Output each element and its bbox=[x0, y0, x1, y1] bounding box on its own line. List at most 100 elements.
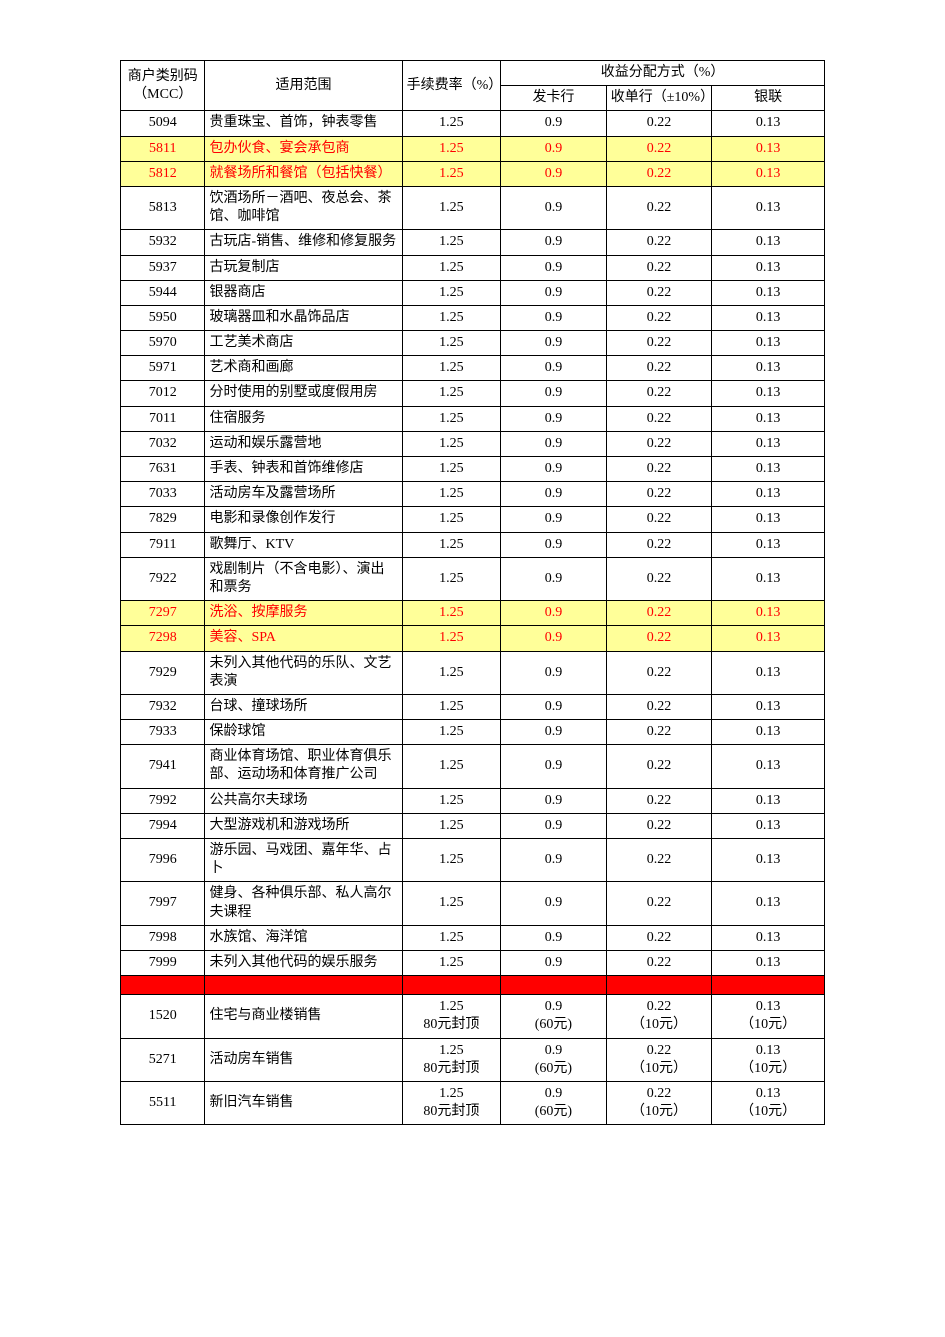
cell-acquirer-line1: 0.22 bbox=[611, 998, 708, 1016]
cell-issuer: 0.9 bbox=[501, 230, 607, 255]
cell-rate: 1.25 bbox=[402, 651, 501, 694]
cell-issuer: 0.9 bbox=[501, 925, 607, 950]
cell-rate: 1.25 bbox=[402, 882, 501, 925]
cell-desc: 未列入其他代码的乐队、文艺表演 bbox=[205, 651, 402, 694]
cell-acquirer: 0.22 bbox=[606, 532, 712, 557]
cell-issuer: 0.9 bbox=[501, 694, 607, 719]
cell-unionpay-line1: 0.13 bbox=[716, 1042, 820, 1060]
table-row: 5950玻璃器皿和水晶饰品店1.250.90.220.13 bbox=[121, 305, 825, 330]
cell-issuer: 0.9 bbox=[501, 813, 607, 838]
cell-desc: 台球、撞球场所 bbox=[205, 694, 402, 719]
cell-rate: 1.25 bbox=[402, 230, 501, 255]
divider-cell bbox=[402, 976, 501, 995]
table-row: 7011住宿服务1.250.90.220.13 bbox=[121, 406, 825, 431]
cell-code: 5511 bbox=[121, 1081, 205, 1124]
cell-desc: 公共高尔夫球场 bbox=[205, 788, 402, 813]
col-mcc: 商户类别码（MCC） bbox=[121, 61, 205, 111]
cell-unionpay: 0.13 bbox=[712, 882, 825, 925]
divider-cell bbox=[712, 976, 825, 995]
cell-acquirer: 0.22（10元） bbox=[606, 1038, 712, 1081]
cell-code: 7999 bbox=[121, 950, 205, 975]
cell-issuer: 0.9 bbox=[501, 406, 607, 431]
cell-acquirer: 0.22 bbox=[606, 601, 712, 626]
cell-rate-line1: 1.25 bbox=[407, 1042, 497, 1060]
cell-rate: 1.25 bbox=[402, 406, 501, 431]
divider-cell bbox=[606, 976, 712, 995]
cell-rate: 1.25 bbox=[402, 482, 501, 507]
cell-acquirer: 0.22 bbox=[606, 507, 712, 532]
cell-rate-line2: 80元封顶 bbox=[407, 1016, 497, 1034]
cell-rate: 1.25 bbox=[402, 457, 501, 482]
cell-unionpay: 0.13 bbox=[712, 406, 825, 431]
table-row: 5811包办伙食、宴会承包商1.250.90.220.13 bbox=[121, 136, 825, 161]
cell-rate: 1.25 bbox=[402, 720, 501, 745]
cell-code: 7929 bbox=[121, 651, 205, 694]
cell-issuer: 0.9 bbox=[501, 882, 607, 925]
cell-code: 5944 bbox=[121, 280, 205, 305]
cell-code: 7996 bbox=[121, 839, 205, 882]
cell-unionpay: 0.13（10元） bbox=[712, 1081, 825, 1124]
cell-issuer: 0.9 bbox=[501, 651, 607, 694]
cell-acquirer: 0.22 bbox=[606, 431, 712, 456]
cell-desc: 住宅与商业楼销售 bbox=[205, 995, 402, 1038]
cell-rate: 1.25 bbox=[402, 532, 501, 557]
cell-rate: 1.25 bbox=[402, 557, 501, 600]
cell-acquirer: 0.22 bbox=[606, 882, 712, 925]
cell-unionpay: 0.13 bbox=[712, 431, 825, 456]
cell-desc: 大型游戏机和游戏场所 bbox=[205, 813, 402, 838]
cell-desc: 饮酒场所－酒吧、夜总会、茶馆、咖啡馆 bbox=[205, 186, 402, 229]
cell-unionpay: 0.13 bbox=[712, 557, 825, 600]
cell-unionpay-line2: （10元） bbox=[716, 1060, 820, 1078]
cell-code: 7631 bbox=[121, 457, 205, 482]
cell-acquirer: 0.22 bbox=[606, 230, 712, 255]
table-row: 7996游乐园、马戏团、嘉年华、占卜1.250.90.220.13 bbox=[121, 839, 825, 882]
cell-issuer: 0.9 bbox=[501, 381, 607, 406]
table-row: 7999未列入其他代码的娱乐服务1.250.90.220.13 bbox=[121, 950, 825, 975]
cell-issuer: 0.9 bbox=[501, 161, 607, 186]
cell-issuer: 0.9 bbox=[501, 186, 607, 229]
cell-rate-line1: 1.25 bbox=[407, 998, 497, 1016]
cell-acquirer: 0.22 bbox=[606, 111, 712, 136]
cell-issuer: 0.9 bbox=[501, 431, 607, 456]
table-row: 7298美容、SPA1.250.90.220.13 bbox=[121, 626, 825, 651]
cell-unionpay: 0.13 bbox=[712, 111, 825, 136]
cell-issuer-line2: (60元) bbox=[505, 1016, 602, 1034]
table-row: 7033活动房车及露营场所1.250.90.220.13 bbox=[121, 482, 825, 507]
cell-desc: 工艺美术商店 bbox=[205, 331, 402, 356]
cell-code: 7033 bbox=[121, 482, 205, 507]
cell-desc: 艺术商和画廊 bbox=[205, 356, 402, 381]
cell-unionpay: 0.13 bbox=[712, 950, 825, 975]
cell-desc: 活动房车销售 bbox=[205, 1038, 402, 1081]
cell-rate: 1.25 bbox=[402, 111, 501, 136]
cell-desc: 洗浴、按摩服务 bbox=[205, 601, 402, 626]
table-row: 7631手表、钟表和首饰维修店1.250.90.220.13 bbox=[121, 457, 825, 482]
cell-code: 7998 bbox=[121, 925, 205, 950]
table-row: 5970工艺美术商店1.250.90.220.13 bbox=[121, 331, 825, 356]
mcc-fee-table: 商户类别码（MCC） 适用范围 手续费率（%） 收益分配方式（%） 发卡行 收单… bbox=[120, 60, 825, 1125]
cell-rate: 1.25 bbox=[402, 788, 501, 813]
cell-desc: 未列入其他代码的娱乐服务 bbox=[205, 950, 402, 975]
cell-unionpay: 0.13（10元） bbox=[712, 1038, 825, 1081]
table-row: 7032运动和娱乐露营地1.250.90.220.13 bbox=[121, 431, 825, 456]
col-fee-rate: 手续费率（%） bbox=[402, 61, 501, 111]
cell-desc: 住宿服务 bbox=[205, 406, 402, 431]
cell-code: 7922 bbox=[121, 557, 205, 600]
cell-acquirer: 0.22 bbox=[606, 626, 712, 651]
cell-desc: 银器商店 bbox=[205, 280, 402, 305]
cell-code: 5971 bbox=[121, 356, 205, 381]
cell-issuer: 0.9(60元) bbox=[501, 995, 607, 1038]
cell-issuer: 0.9 bbox=[501, 720, 607, 745]
cell-unionpay: 0.13 bbox=[712, 136, 825, 161]
cell-acquirer-line1: 0.22 bbox=[611, 1042, 708, 1060]
table-row: 7998水族馆、海洋馆1.250.90.220.13 bbox=[121, 925, 825, 950]
col-scope: 适用范围 bbox=[205, 61, 402, 111]
cell-acquirer: 0.22 bbox=[606, 813, 712, 838]
cell-rate: 1.25 bbox=[402, 601, 501, 626]
cell-desc: 手表、钟表和首饰维修店 bbox=[205, 457, 402, 482]
cell-unionpay-line2: （10元） bbox=[716, 1016, 820, 1034]
cell-code: 5812 bbox=[121, 161, 205, 186]
cell-desc: 保龄球馆 bbox=[205, 720, 402, 745]
cell-desc: 活动房车及露营场所 bbox=[205, 482, 402, 507]
cell-desc: 商业体育场馆、职业体育俱乐部、运动场和体育推广公司 bbox=[205, 745, 402, 788]
cell-acquirer: 0.22 bbox=[606, 255, 712, 280]
